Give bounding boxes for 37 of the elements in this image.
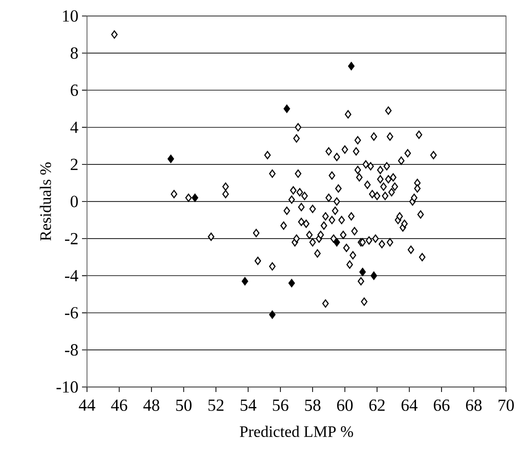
y-tick-label: 8 xyxy=(70,47,78,59)
point xyxy=(284,104,290,113)
point xyxy=(269,310,276,319)
x-tick-label: 50 xyxy=(176,400,192,411)
y-tick-label: 2 xyxy=(70,158,78,170)
point xyxy=(348,62,355,70)
point xyxy=(192,194,198,202)
y-tick-label: 0 xyxy=(70,196,78,208)
point xyxy=(168,154,174,163)
x-tick-label: 66 xyxy=(434,400,450,411)
x-tick-label: 46 xyxy=(111,400,128,411)
y-tick-label: 6 xyxy=(70,84,78,96)
y-tick-label: -4 xyxy=(64,270,78,282)
y-tick-label: 10 xyxy=(63,10,78,22)
point xyxy=(242,277,248,286)
x-tick-label: 52 xyxy=(208,400,224,411)
y-tick-label: -8 xyxy=(64,344,78,356)
x-tick-label: 60 xyxy=(337,400,353,411)
x-tick-label: 56 xyxy=(272,400,288,411)
x-tick-label: 70 xyxy=(498,400,514,411)
point xyxy=(359,268,366,276)
x-axis-title: Predicted LMP % xyxy=(240,426,354,438)
x-tick-label: 64 xyxy=(402,400,418,411)
y-axis-title: Residuals % xyxy=(40,162,52,241)
point xyxy=(288,278,295,288)
x-tick-label: 58 xyxy=(305,400,320,411)
x-tick-label: 62 xyxy=(369,400,385,411)
x-tick-label: 44 xyxy=(78,400,96,411)
point xyxy=(334,238,340,246)
x-tick-label: 68 xyxy=(466,400,482,411)
y-tick-label: -2 xyxy=(64,232,78,244)
y-tick-label: 4 xyxy=(70,122,78,133)
y-tick-label: -10 xyxy=(56,381,78,393)
x-tick-label: 54 xyxy=(240,400,256,411)
y-tick-label: -6 xyxy=(64,307,78,318)
x-tick-label: 48 xyxy=(143,400,160,411)
point xyxy=(370,272,378,280)
